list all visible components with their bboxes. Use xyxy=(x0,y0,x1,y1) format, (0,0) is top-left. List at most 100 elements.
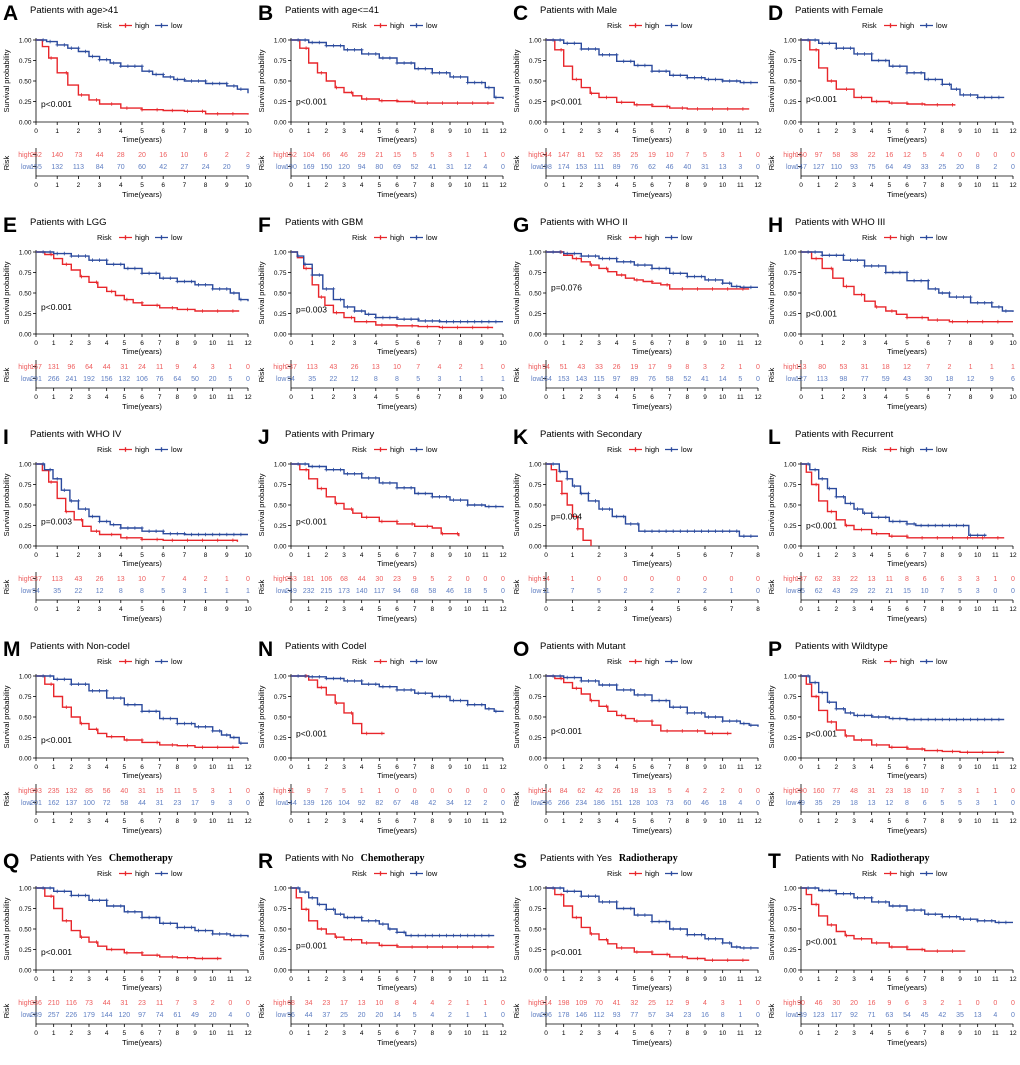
svg-text:0.25: 0.25 xyxy=(274,99,287,106)
svg-text:10: 10 xyxy=(138,576,146,583)
svg-text:low: low xyxy=(936,657,948,666)
svg-text:97: 97 xyxy=(815,152,823,159)
svg-text:0: 0 xyxy=(544,552,548,559)
low-censor-marks xyxy=(296,462,498,509)
svg-text:3: 3 xyxy=(597,128,601,135)
svg-text:31: 31 xyxy=(446,164,454,171)
svg-text:7: 7 xyxy=(438,340,442,347)
panel-E: E Patients with LGG Risk high low 0.00 0.25 0.5… xyxy=(0,212,255,424)
panel-R: R Patients with No Chemotherapy Risk high low… xyxy=(255,848,510,1060)
svg-text:54: 54 xyxy=(542,364,550,371)
svg-text:0.75: 0.75 xyxy=(784,906,797,913)
panel-letter: M xyxy=(3,638,21,661)
x-axis-label: Time(years) xyxy=(122,347,162,356)
svg-text:58: 58 xyxy=(428,588,436,595)
svg-text:11: 11 xyxy=(992,764,999,771)
svg-text:12: 12 xyxy=(967,376,975,383)
svg-text:54: 54 xyxy=(287,376,295,383)
svg-text:62: 62 xyxy=(577,788,585,795)
svg-text:7: 7 xyxy=(183,182,187,189)
svg-text:4: 4 xyxy=(870,818,874,825)
svg-text:1: 1 xyxy=(377,788,381,795)
svg-text:2: 2 xyxy=(204,576,208,583)
svg-text:12: 12 xyxy=(754,128,762,135)
panel-title: Patients with Male xyxy=(540,5,617,16)
pvalue-label: p=0.076 xyxy=(551,282,582,292)
risk-axis-label: Risk xyxy=(767,367,776,382)
svg-text:0: 0 xyxy=(501,576,505,583)
svg-text:0.25: 0.25 xyxy=(784,947,797,954)
svg-text:0.75: 0.75 xyxy=(784,58,797,65)
svg-text:7: 7 xyxy=(158,394,162,401)
pvalue-label: p=0.001 xyxy=(296,940,327,950)
svg-text:2: 2 xyxy=(77,128,81,135)
svg-text:high: high xyxy=(135,445,149,454)
axis-ticks: 0.000.250.500.751.000 1 2 3 4 5 6 7 8 9 10 xyxy=(19,461,252,559)
svg-text:0: 0 xyxy=(1011,1012,1015,1019)
svg-text:10: 10 xyxy=(719,182,727,189)
svg-text:0: 0 xyxy=(1011,800,1015,807)
svg-text:41: 41 xyxy=(701,376,709,383)
svg-text:0.25: 0.25 xyxy=(784,523,797,530)
panel-letter: D xyxy=(768,2,783,25)
svg-text:0: 0 xyxy=(799,552,803,559)
svg-text:5: 5 xyxy=(378,976,382,983)
svg-text:226: 226 xyxy=(65,1012,77,1019)
svg-text:8: 8 xyxy=(976,164,980,171)
svg-text:97: 97 xyxy=(613,376,621,383)
svg-text:4: 4 xyxy=(615,340,619,347)
svg-text:1: 1 xyxy=(52,1030,56,1037)
svg-text:10: 10 xyxy=(719,340,727,347)
svg-text:92: 92 xyxy=(850,1012,858,1019)
low-curve xyxy=(801,251,1014,312)
svg-text:10: 10 xyxy=(719,818,727,825)
svg-text:2: 2 xyxy=(70,764,74,771)
svg-text:7: 7 xyxy=(413,552,417,559)
svg-text:high: high xyxy=(390,445,404,454)
svg-text:9: 9 xyxy=(225,128,229,135)
svg-text:8: 8 xyxy=(969,340,973,347)
panel-H: H Patients with WHO III Risk high low 0.00 0.2… xyxy=(765,212,1020,424)
svg-text:10: 10 xyxy=(209,818,217,825)
svg-text:2: 2 xyxy=(835,552,839,559)
svg-text:49: 49 xyxy=(191,1012,199,1019)
axis-ticks: 0.000.250.500.751.000 1 2 3 4 5 6 7 8 9 10 11 12 xyxy=(784,37,1017,135)
svg-text:46: 46 xyxy=(340,152,348,159)
axis-ticks: 0.000.250.500.751.000 1 2 3 4 5 6 7 8 xyxy=(529,461,760,559)
axis-ticks: 0.000.250.500.751.000 1 2 3 4 5 6 7 8 9 10 11 12 xyxy=(529,885,762,983)
svg-text:0.00: 0.00 xyxy=(529,331,542,338)
legend: Risk high low xyxy=(862,657,948,666)
svg-text:48: 48 xyxy=(850,788,858,795)
svg-text:2: 2 xyxy=(459,364,463,371)
svg-text:0: 0 xyxy=(466,576,470,583)
svg-text:0: 0 xyxy=(993,588,997,595)
svg-text:10: 10 xyxy=(974,128,982,135)
svg-text:7: 7 xyxy=(668,340,672,347)
risk-row-high-label: high xyxy=(528,576,541,583)
risk-row-high-label: high xyxy=(273,152,286,159)
svg-text:2: 2 xyxy=(211,1000,215,1007)
svg-text:31: 31 xyxy=(868,788,876,795)
svg-text:7: 7 xyxy=(158,764,162,771)
panel-C: C Patients with Male Risk high low 0.00 0.25 0.… xyxy=(510,0,765,212)
svg-text:2: 2 xyxy=(650,588,654,595)
svg-text:3: 3 xyxy=(738,164,742,171)
svg-text:56: 56 xyxy=(287,1012,295,1019)
svg-text:3: 3 xyxy=(597,340,601,347)
svg-text:76: 76 xyxy=(648,376,656,383)
svg-text:26: 26 xyxy=(96,576,104,583)
panel-letter: Q xyxy=(3,850,19,873)
low-curve xyxy=(546,887,759,949)
svg-text:4: 4 xyxy=(870,1030,874,1037)
svg-text:13: 13 xyxy=(868,800,876,807)
x-axis-label: Time(years) xyxy=(887,135,927,144)
risk-axis-label: Risk xyxy=(257,791,266,806)
x-axis-label: Time(years) xyxy=(632,771,672,780)
svg-text:20: 20 xyxy=(138,152,146,159)
svg-text:9: 9 xyxy=(193,340,197,347)
panel-F: F Patients with GBM Risk high low 0.00 0.25 0.5… xyxy=(255,212,510,424)
svg-text:3: 3 xyxy=(597,394,601,401)
svg-text:high: high xyxy=(135,869,149,878)
svg-text:1: 1 xyxy=(307,552,311,559)
svg-text:0.25: 0.25 xyxy=(784,99,797,106)
